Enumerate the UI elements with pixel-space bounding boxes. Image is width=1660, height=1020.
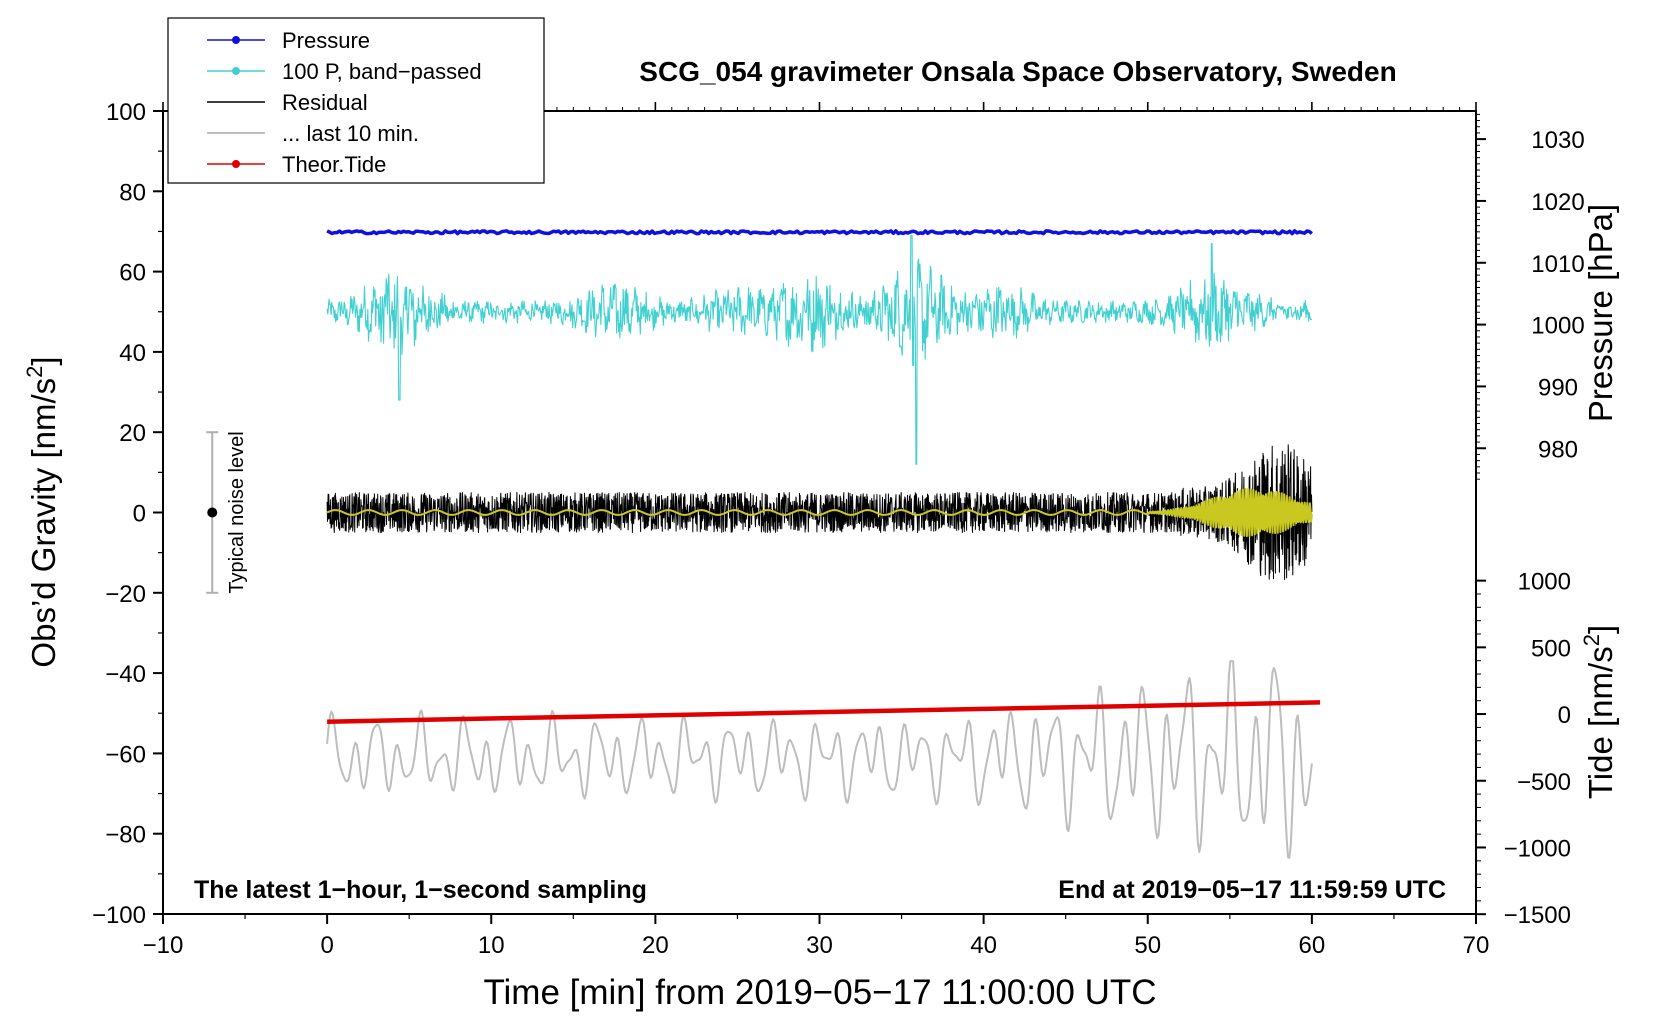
legend-marker xyxy=(232,36,240,44)
annotation-latest-hour: The latest 1−hour, 1−second sampling xyxy=(194,876,647,904)
x-tick-label: 20 xyxy=(642,932,669,959)
pressure-tick-label: 1000 xyxy=(1531,313,1584,340)
noise-bar-label: Typical noise level xyxy=(226,431,248,593)
series-residual xyxy=(326,444,1313,580)
y-axis-label-tide: Tide [nm/s2] xyxy=(1579,625,1619,799)
y-axis-label-pressure: Pressure [hPa] xyxy=(1582,204,1619,422)
y-tick-label: 100 xyxy=(106,99,146,126)
series-layer xyxy=(326,229,1321,859)
tide-tick-label: −1500 xyxy=(1504,902,1571,929)
x-tick-label: 40 xyxy=(970,932,997,959)
pressure-tick-label: 1030 xyxy=(1531,127,1584,154)
y-tick-label: −100 xyxy=(92,902,146,929)
legend-marker xyxy=(232,67,240,75)
pressure-tick-label: 1010 xyxy=(1531,251,1584,278)
legend-label: 100 P, band−passed xyxy=(282,59,482,84)
series-theoretical-tide xyxy=(327,700,1321,724)
chart-title: SCG_054 gravimeter Onsala Space Observat… xyxy=(639,56,1396,87)
legend-marker xyxy=(232,160,240,168)
tide-tick-label: 500 xyxy=(1531,635,1571,662)
x-tick-label: 10 xyxy=(478,932,505,959)
legend-label: Pressure xyxy=(282,28,370,53)
tide-tick-label: 0 xyxy=(1558,702,1571,729)
legend: Pressure 100 P, band−passed Residual ... la… xyxy=(167,17,545,184)
y-tick-label: 80 xyxy=(119,179,146,206)
pressure-tick-label: 990 xyxy=(1538,374,1578,401)
y-tick-label: 0 xyxy=(133,501,146,528)
y-tick-label: −80 xyxy=(105,822,146,849)
pressure-tick-label: 980 xyxy=(1538,436,1578,463)
noise-bar-dot xyxy=(207,507,218,518)
noise-bar-group: Typical noise level xyxy=(206,431,248,594)
series-pressure xyxy=(326,229,1313,236)
x-tick-label: 60 xyxy=(1299,932,1326,959)
tide-tick-label: −500 xyxy=(1517,769,1571,796)
x-tick-label: 0 xyxy=(320,932,333,959)
y-tick-label: 40 xyxy=(119,340,146,367)
x-tick-label: −10 xyxy=(143,932,184,959)
y-tick-label: −20 xyxy=(105,581,146,608)
annotation-end-time: End at 2019−05−17 11:59:59 UTC xyxy=(1058,876,1446,904)
y-tick-label: −60 xyxy=(105,741,146,768)
pressure-tick-label: 1020 xyxy=(1531,189,1584,216)
x-tick-label: 50 xyxy=(1134,932,1161,959)
x-tick-label: 70 xyxy=(1463,932,1490,959)
tick-layer: −10 0 10 20 30 40 50 60 70−100−80−60−40−20020406… xyxy=(92,99,1585,959)
series-band-passed-pressure xyxy=(326,234,1312,465)
legend-label: ... last 10 min. xyxy=(282,121,419,146)
tide-tick-label: 1000 xyxy=(1518,569,1571,596)
x-axis-label: Time [min] from 2019−05−17 11:00:00 UTC xyxy=(483,973,1156,1012)
y-tick-label: 60 xyxy=(119,260,146,287)
legend-label: Theor.Tide xyxy=(282,152,386,177)
legend-label: Residual xyxy=(282,90,368,115)
series-residual-smoothed xyxy=(326,487,1313,538)
series-last-10-min xyxy=(326,660,1313,859)
tide-tick-label: −1000 xyxy=(1504,835,1571,862)
y-axis-label-left: Obs’d Gravity [nm/s2] xyxy=(22,356,62,667)
legend-box xyxy=(167,17,545,184)
y-tick-label: 20 xyxy=(119,420,146,447)
y-tick-label: −40 xyxy=(105,661,146,688)
x-tick-label: 30 xyxy=(806,932,833,959)
